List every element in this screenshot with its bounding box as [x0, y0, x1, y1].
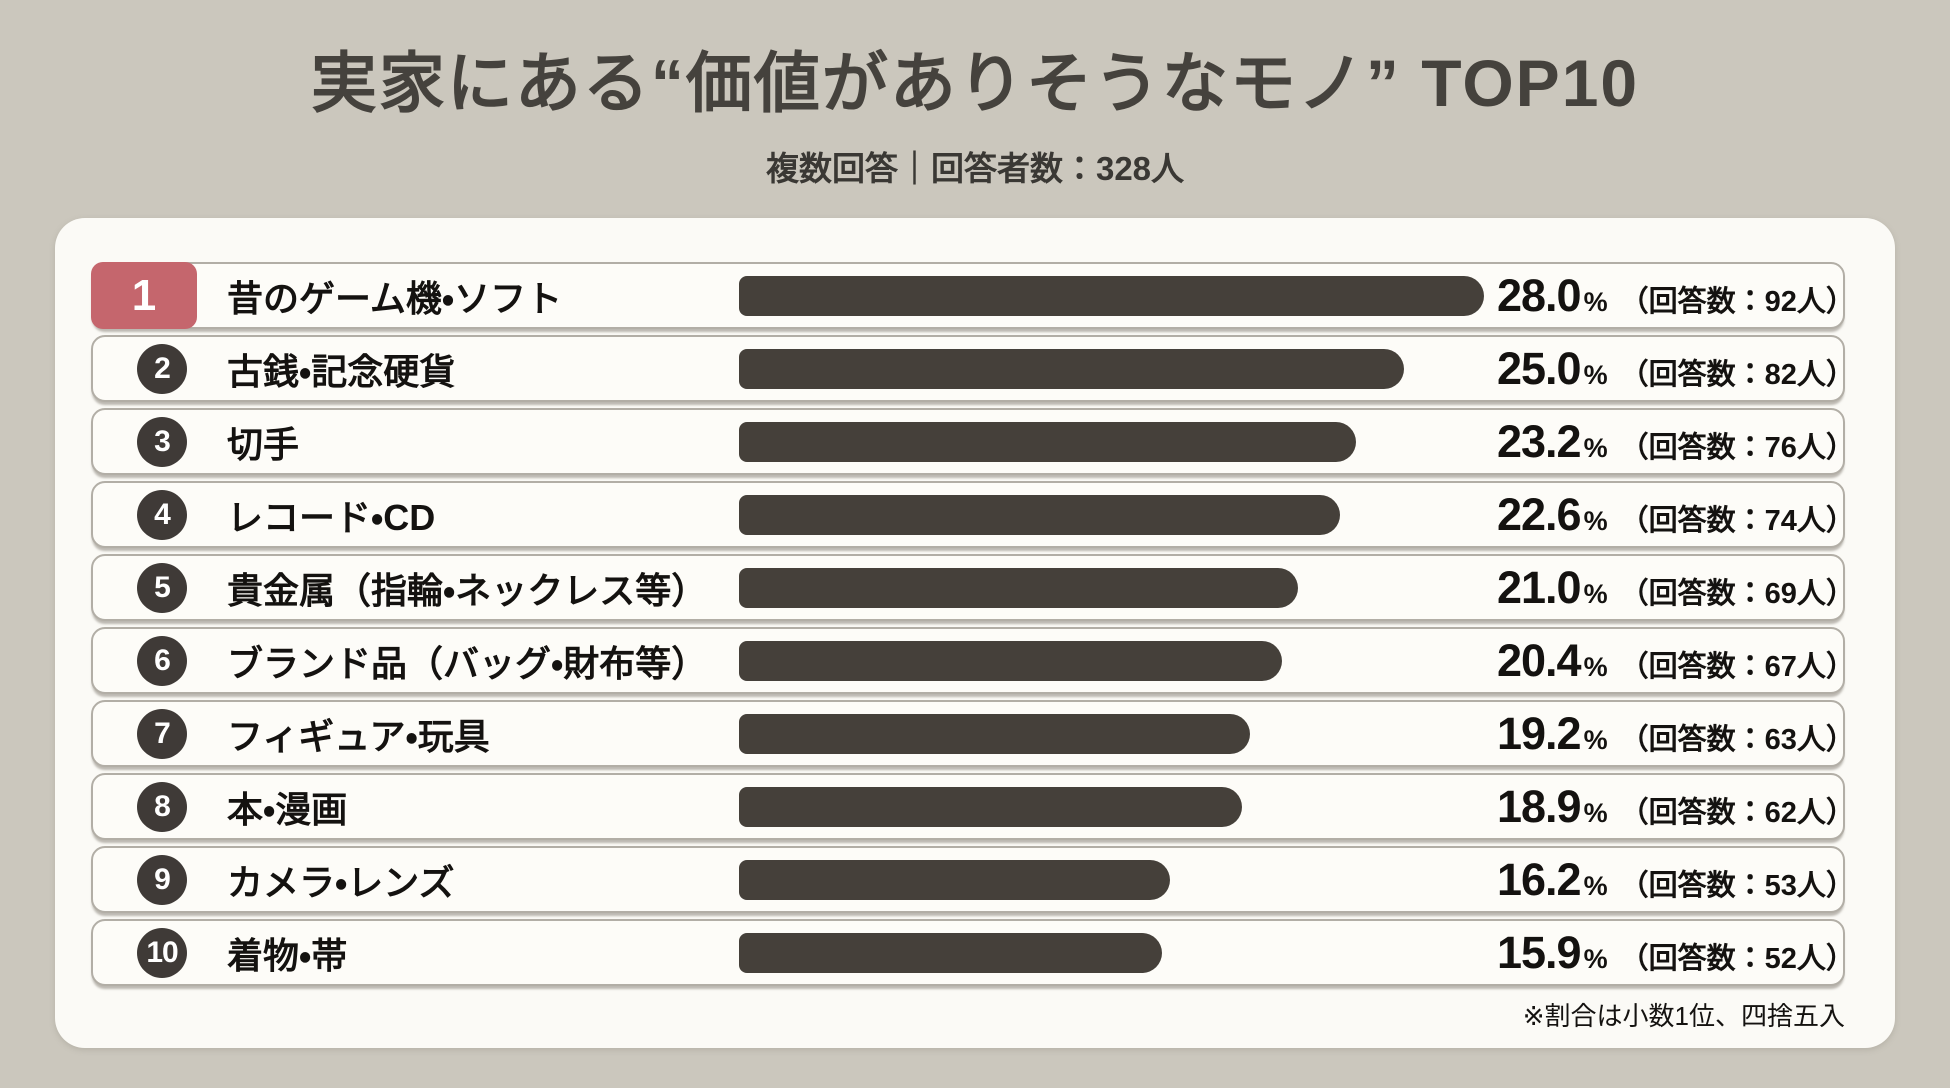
count-label: （回答数：74人） [1619, 504, 1855, 537]
bar-track [739, 567, 1484, 608]
pct-unit: % [1583, 870, 1608, 901]
pct-value: 15.9 [1497, 926, 1582, 978]
pct-value: 22.6 [1497, 488, 1582, 540]
pct-value: 25.0 [1497, 342, 1582, 394]
pct-value: 20.4 [1497, 634, 1582, 686]
pct-unit: % [1583, 286, 1608, 317]
item-label: ブランド品（バッグ・財布等） [227, 642, 708, 684]
rank-row-7: 7 フィギュア・玩具 19.2 % （回答数：63人） [91, 700, 1855, 767]
pct-value: 28.0 [1497, 269, 1582, 321]
pct-value: 18.9 [1497, 780, 1582, 832]
rank-row-1: 1 昔のゲーム機・ソフト 28.0 % （回答数：92人） [91, 262, 1855, 329]
chart-header: 実家にある“価値がありそうなモノ” TOP10 複数回答｜回答者数：328人 [0, 0, 1950, 190]
pct-unit: % [1583, 724, 1608, 755]
count-label: （回答数：52人） [1619, 942, 1855, 975]
item-label: 着物・帯 [227, 934, 348, 976]
rank-row-9: 9 カメラ・レンズ 16.2 % （回答数：53人） [91, 846, 1855, 913]
value-bar [739, 494, 1341, 535]
value-bar [739, 421, 1357, 462]
pct-value: 16.2 [1497, 853, 1582, 905]
stat-group: 22.6 % （回答数：74人） [1497, 489, 1855, 541]
item-label: フィギュア・玩具 [227, 715, 490, 757]
stat-group: 25.0 % （回答数：82人） [1497, 343, 1855, 395]
value-bar [739, 275, 1484, 316]
pct-unit: % [1583, 651, 1608, 682]
rank-row-3: 3 切手 23.2 % （回答数：76人） [91, 408, 1855, 475]
bar-track [739, 713, 1484, 754]
pct-value: 21.0 [1497, 561, 1582, 613]
bar-track [739, 494, 1484, 535]
page-title: 実家にある“価値がありそうなモノ” TOP10 [310, 46, 1640, 120]
stat-group: 15.9 % （回答数：52人） [1497, 927, 1855, 979]
rank-badge-6: 6 [137, 635, 187, 686]
pct-value: 19.2 [1497, 707, 1582, 759]
bar-track [739, 275, 1484, 316]
count-label: （回答数：63人） [1619, 723, 1855, 756]
rank-badge-5: 5 [137, 562, 187, 613]
rank-badge-3: 3 [137, 416, 187, 467]
bar-track [739, 786, 1484, 827]
stat-group: 28.0 % （回答数：92人） [1497, 270, 1855, 322]
value-bar [739, 932, 1163, 973]
count-label: （回答数：76人） [1619, 431, 1855, 464]
item-label: 本・漫画 [227, 788, 348, 830]
ranking-list: 1 昔のゲーム機・ソフト 28.0 % （回答数：92人） 2 古銭・記念硬貨 … [91, 262, 1855, 986]
ranking-panel: 1 昔のゲーム機・ソフト 28.0 % （回答数：92人） 2 古銭・記念硬貨 … [55, 218, 1895, 1048]
stat-group: 20.4 % （回答数：67人） [1497, 635, 1855, 687]
rank-row-10: 10 着物・帯 15.9 % （回答数：52人） [91, 919, 1855, 986]
rank-badge-8: 8 [137, 781, 187, 832]
bar-track [739, 421, 1484, 462]
rank-badge-2: 2 [137, 343, 187, 394]
rank-badge-4: 4 [137, 489, 187, 540]
pct-unit: % [1583, 797, 1608, 828]
count-label: （回答数：53人） [1619, 869, 1855, 902]
item-label: カメラ・レンズ [227, 861, 455, 903]
count-label: （回答数：82人） [1619, 358, 1855, 391]
rank-badge-7: 7 [137, 708, 187, 759]
value-bar [739, 786, 1242, 827]
rank-badge-1: 1 [91, 262, 197, 329]
rank-row-4: 4 レコード・CD 22.6 % （回答数：74人） [91, 481, 1855, 548]
item-label: 貴金属（指輪・ネックレス等） [227, 569, 708, 611]
pct-unit: % [1583, 432, 1608, 463]
pct-unit: % [1583, 943, 1608, 974]
bar-track [739, 348, 1484, 389]
bar-track [739, 640, 1484, 681]
value-bar [739, 567, 1298, 608]
stat-group: 23.2 % （回答数：76人） [1497, 416, 1855, 468]
stat-group: 21.0 % （回答数：69人） [1497, 562, 1855, 614]
value-bar [739, 640, 1282, 681]
rank-badge-9: 9 [137, 854, 187, 905]
item-label: 古銭・記念硬貨 [227, 350, 456, 392]
pct-unit: % [1583, 359, 1608, 390]
count-label: （回答数：62人） [1619, 796, 1855, 829]
item-label: レコード・CD [227, 496, 436, 538]
count-label: （回答数：67人） [1619, 650, 1855, 683]
rank-row-8: 8 本・漫画 18.9 % （回答数：62人） [91, 773, 1855, 840]
pct-value: 23.2 [1497, 415, 1582, 467]
page-subtitle: 複数回答｜回答者数：328人 [765, 150, 1185, 187]
stat-group: 19.2 % （回答数：63人） [1497, 708, 1855, 760]
pct-unit: % [1583, 505, 1608, 536]
bar-track [739, 932, 1484, 973]
rank-row-6: 6 ブランド品（バッグ・財布等） 20.4 % （回答数：67人） [91, 627, 1855, 694]
value-bar [739, 859, 1171, 900]
value-bar [739, 713, 1250, 754]
item-label: 昔のゲーム機・ソフト [227, 277, 563, 319]
count-label: （回答数：92人） [1619, 285, 1855, 318]
item-label: 切手 [227, 423, 300, 465]
bar-track [739, 859, 1484, 900]
rank-row-2: 2 古銭・記念硬貨 25.0 % （回答数：82人） [91, 335, 1855, 402]
footnote: ※割合は小数1位、四捨五入 [1522, 1001, 1845, 1031]
value-bar [739, 348, 1405, 389]
rank-row-5: 5 貴金属（指輪・ネックレス等） 21.0 % （回答数：69人） [91, 554, 1855, 621]
rank-badge-10: 10 [137, 927, 187, 978]
pct-unit: % [1583, 578, 1608, 609]
stat-group: 16.2 % （回答数：53人） [1497, 854, 1855, 906]
count-label: （回答数：69人） [1619, 577, 1855, 610]
stat-group: 18.9 % （回答数：62人） [1497, 781, 1855, 833]
